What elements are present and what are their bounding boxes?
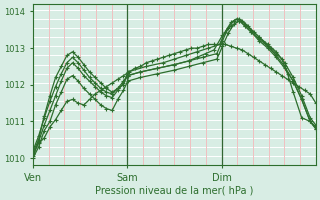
X-axis label: Pression niveau de la mer( hPa ): Pression niveau de la mer( hPa ) [95, 186, 253, 196]
